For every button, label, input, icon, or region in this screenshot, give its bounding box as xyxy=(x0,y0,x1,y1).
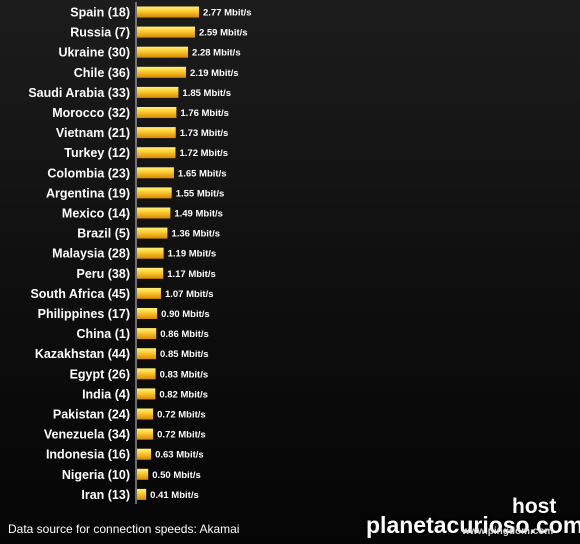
bar xyxy=(137,388,156,400)
value-labels: 2.77 Mbit/s 2.59 Mbit/s 2.28 Mbit/s 2.19 Mb… xyxy=(150,8,251,501)
category-label: Ukraine (30) xyxy=(58,46,130,60)
category-label: Brazil (5) xyxy=(77,227,130,241)
category-label: Chile (36) xyxy=(74,66,130,80)
value-label: 2.28 Mbit/s xyxy=(192,48,241,59)
value-label: 0.86 Mbit/s xyxy=(160,329,209,340)
bar xyxy=(137,167,174,179)
category-label: Colombia (23) xyxy=(47,166,130,180)
bar xyxy=(137,308,158,319)
bar xyxy=(137,368,156,380)
value-label: 0.41 Mbit/s xyxy=(150,490,199,501)
category-label: Kazakhstan (44) xyxy=(35,347,130,361)
category-label: Russia (7) xyxy=(70,26,130,40)
value-label: 1.17 Mbit/s xyxy=(167,269,216,280)
category-label: Venezuela (34) xyxy=(44,428,130,442)
bar xyxy=(137,247,164,259)
bar xyxy=(137,328,157,340)
category-label: Saudi Arabia (33) xyxy=(28,86,130,100)
value-label: 1.72 Mbit/s xyxy=(179,148,228,159)
bar xyxy=(137,187,172,199)
category-label: Iran (13) xyxy=(81,488,130,502)
category-label: Philippines (17) xyxy=(38,307,130,321)
value-label: 0.63 Mbit/s xyxy=(155,450,204,461)
value-label: 1.76 Mbit/s xyxy=(180,108,229,119)
bar xyxy=(137,46,189,58)
category-label: Peru (38) xyxy=(77,267,131,281)
value-label: 0.85 Mbit/s xyxy=(160,349,209,360)
category-label: China (1) xyxy=(77,327,130,341)
category-label: India (4) xyxy=(82,387,130,401)
category-labels: Spain (18) Russia (7) Ukraine (30) Chile (3… xyxy=(28,6,130,502)
value-label: 0.72 Mbit/s xyxy=(157,410,206,421)
bar xyxy=(137,66,187,78)
watermark-site: planetacurioso.com xyxy=(366,512,580,538)
bar xyxy=(137,348,157,360)
bar xyxy=(137,428,154,440)
value-label: 0.90 Mbit/s xyxy=(161,309,210,320)
category-label: Indonesia (16) xyxy=(46,448,130,462)
category-label: South Africa (45) xyxy=(30,287,130,301)
watermark-host: host xyxy=(512,495,557,518)
category-label: Mexico (14) xyxy=(62,207,130,221)
category-label: Vietnam (21) xyxy=(56,126,130,140)
bar xyxy=(137,147,176,159)
value-label: 1.49 Mbit/s xyxy=(174,209,223,220)
bar xyxy=(137,26,195,38)
category-label: Egypt (26) xyxy=(70,367,130,381)
category-label: Nigeria (10) xyxy=(62,468,130,482)
bar xyxy=(137,448,152,460)
bar xyxy=(137,107,177,118)
bar xyxy=(137,86,179,98)
bar xyxy=(137,6,199,18)
value-label: 1.85 Mbit/s xyxy=(182,88,231,99)
bar xyxy=(137,127,176,139)
value-label: 2.77 Mbit/s xyxy=(203,8,252,19)
bar xyxy=(137,227,168,239)
value-label: 1.19 Mbit/s xyxy=(168,249,217,260)
bar xyxy=(137,287,161,299)
category-label: Argentina (19) xyxy=(46,186,130,200)
category-label: Malaysia (28) xyxy=(52,247,130,261)
category-label: Spain (18) xyxy=(70,6,130,20)
value-label: 2.59 Mbit/s xyxy=(199,28,248,39)
value-label: 0.72 Mbit/s xyxy=(157,430,206,441)
value-label: 2.19 Mbit/s xyxy=(190,68,239,79)
bar xyxy=(137,207,171,219)
value-label: 0.83 Mbit/s xyxy=(160,369,209,380)
value-label: 1.73 Mbit/s xyxy=(180,128,229,139)
value-label: 1.55 Mbit/s xyxy=(176,188,225,199)
category-label: Pakistan (24) xyxy=(53,408,130,422)
data-source-note: Data source for connection speeds: Akama… xyxy=(8,522,240,536)
bar xyxy=(137,267,164,279)
category-label: Morocco (32) xyxy=(52,106,130,120)
bar xyxy=(137,468,149,480)
category-label: Turkey (12) xyxy=(64,146,130,160)
value-label: 0.82 Mbit/s xyxy=(159,389,208,400)
value-label: 1.07 Mbit/s xyxy=(165,289,214,300)
value-label: 0.50 Mbit/s xyxy=(152,470,201,481)
bar xyxy=(137,488,147,500)
bar xyxy=(137,408,154,420)
bars xyxy=(137,6,199,500)
watermark-sub: www.pingdom.com xyxy=(462,526,554,537)
value-label: 1.36 Mbit/s xyxy=(171,229,220,240)
value-label: 1.65 Mbit/s xyxy=(178,168,227,179)
